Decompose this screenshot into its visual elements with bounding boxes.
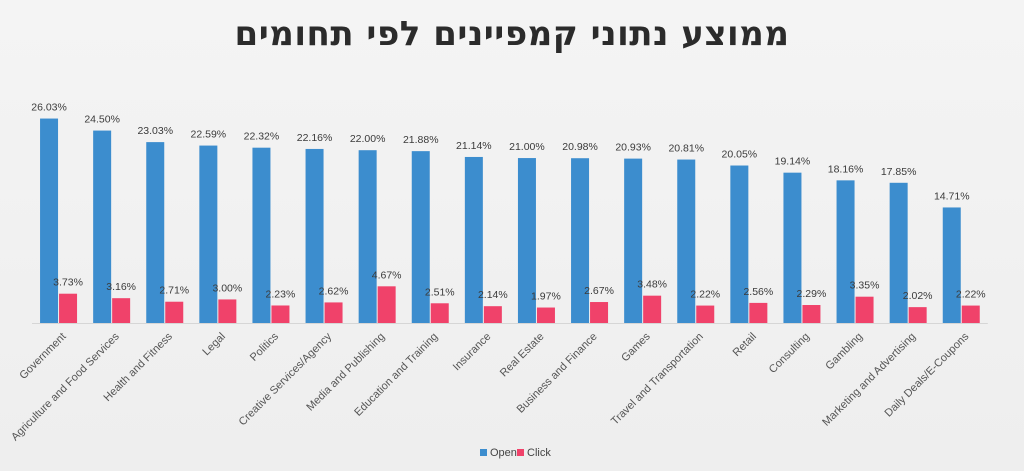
- bar-open-creative-services-agency: [305, 148, 324, 323]
- bar-click-health-and-fitness: [165, 301, 184, 323]
- data-label-open-travel-and-transportation: 20.81%: [668, 143, 704, 155]
- data-label-open-agriculture-and-food-services: 24.50%: [84, 114, 120, 126]
- data-label-click-insurance: 2.14%: [478, 289, 508, 301]
- bar-click-media-and-publishing: [377, 286, 396, 323]
- data-label-open-politics: 22.32%: [244, 131, 280, 143]
- bar-click-daily-deals-e-coupons: [961, 305, 980, 323]
- bar-click-creative-services-agency: [324, 302, 343, 323]
- data-label-click-agriculture-and-food-services: 3.16%: [106, 281, 136, 293]
- category-label-insurance: Insurance: [451, 331, 494, 374]
- data-label-click-government: 3.73%: [53, 277, 83, 289]
- data-label-click-consulting: 2.29%: [797, 288, 827, 300]
- data-label-open-health-and-fitness: 23.03%: [137, 125, 173, 137]
- bar-click-games: [643, 295, 662, 323]
- data-label-open-marketing-and-advertising: 17.85%: [881, 166, 917, 178]
- data-label-click-media-and-publishing: 4.67%: [372, 269, 402, 281]
- data-label-click-gambling: 3.35%: [850, 280, 880, 292]
- legend-swatch-open: [480, 449, 487, 456]
- data-label-click-health-and-fitness: 2.71%: [159, 285, 189, 297]
- bar-open-politics: [252, 147, 271, 323]
- bar-open-daily-deals-e-coupons: [942, 207, 961, 323]
- data-label-click-daily-deals-e-coupons: 2.22%: [956, 289, 986, 301]
- data-label-click-real-estate: 1.97%: [531, 291, 561, 303]
- bar-open-marketing-and-advertising: [889, 182, 908, 323]
- data-label-open-media-and-publishing: 22.00%: [350, 133, 386, 145]
- data-label-open-business-and-finance: 20.98%: [562, 141, 598, 153]
- data-label-open-consulting: 19.14%: [775, 156, 811, 168]
- bar-open-business-and-finance: [571, 158, 590, 323]
- data-label-open-real-estate: 21.00%: [509, 141, 545, 153]
- bar-click-agriculture-and-food-services: [112, 298, 131, 323]
- bar-open-travel-and-transportation: [677, 159, 696, 323]
- bar-click-marketing-and-advertising: [908, 307, 927, 323]
- bar-click-travel-and-transportation: [696, 305, 715, 323]
- category-label-gambling: Gambling: [823, 331, 865, 373]
- data-label-click-travel-and-transportation: 2.22%: [690, 289, 720, 301]
- bar-open-media-and-publishing: [358, 150, 377, 323]
- data-label-click-marketing-and-advertising: 2.02%: [903, 290, 933, 302]
- bar-click-real-estate: [536, 307, 555, 323]
- category-label-creative-services-agency: Creative Services/Agency: [237, 330, 335, 428]
- data-label-open-games: 20.93%: [615, 142, 651, 154]
- bar-click-education-and-training: [430, 303, 449, 323]
- category-label-retail: Retail: [731, 331, 759, 359]
- data-label-open-gambling: 18.16%: [828, 163, 864, 175]
- data-label-click-retail: 2.56%: [743, 286, 773, 298]
- bar-click-insurance: [483, 306, 502, 323]
- bar-open-real-estate: [517, 158, 536, 323]
- data-label-open-daily-deals-e-coupons: 14.71%: [934, 190, 970, 202]
- category-label-games: Games: [619, 330, 653, 364]
- bar-click-consulting: [802, 305, 821, 323]
- data-label-open-creative-services-agency: 22.16%: [297, 132, 333, 144]
- bar-click-retail: [749, 302, 768, 323]
- data-label-open-insurance: 21.14%: [456, 140, 492, 152]
- data-label-click-politics: 2.23%: [266, 288, 296, 300]
- bar-click-legal: [218, 299, 237, 323]
- bar-click-government: [59, 293, 78, 323]
- category-label-politics: Politics: [248, 330, 281, 363]
- bar-open-agriculture-and-food-services: [93, 130, 112, 323]
- category-label-consulting: Consulting: [767, 331, 812, 376]
- bar-open-gambling: [836, 180, 855, 323]
- data-label-open-retail: 20.05%: [722, 149, 758, 161]
- category-label-real-estate: Real Estate: [498, 331, 547, 380]
- category-label-legal: Legal: [200, 331, 228, 359]
- bar-open-government: [40, 118, 59, 324]
- data-label-open-education-and-training: 21.88%: [403, 134, 439, 146]
- legend-swatch-click: [517, 449, 524, 456]
- data-label-click-creative-services-agency: 2.62%: [319, 285, 349, 297]
- bar-open-games: [624, 158, 643, 323]
- category-label-travel-and-transportation: Travel and Transportation: [609, 331, 706, 428]
- legend-label-click: Click: [527, 447, 551, 459]
- bar-open-insurance: [464, 156, 483, 323]
- bar-open-retail: [730, 165, 749, 323]
- data-label-open-legal: 22.59%: [191, 129, 227, 141]
- bar-click-business-and-finance: [590, 302, 609, 323]
- bar-open-education-and-training: [411, 151, 430, 323]
- chart-title: ממוצע נתוני קמפיינים לפי תחומים: [234, 14, 790, 54]
- data-label-click-legal: 3.00%: [212, 282, 242, 294]
- bar-open-legal: [199, 145, 218, 323]
- bar-click-politics: [271, 305, 290, 323]
- bar-open-health-and-fitness: [146, 142, 165, 323]
- category-label-marketing-and-advertising: Marketing and Advertising: [820, 331, 918, 429]
- data-label-click-business-and-finance: 2.67%: [584, 285, 614, 297]
- category-label-government: Government: [17, 331, 68, 382]
- bar-open-consulting: [783, 172, 802, 323]
- category-label-agriculture-and-food-services: Agriculture and Food Services: [9, 330, 122, 443]
- bar-click-gambling: [855, 296, 874, 323]
- legend-label-open: Open: [490, 447, 517, 459]
- data-label-open-government: 26.03%: [31, 102, 67, 114]
- data-label-click-education-and-training: 2.51%: [425, 286, 455, 298]
- data-label-click-games: 3.48%: [637, 279, 667, 291]
